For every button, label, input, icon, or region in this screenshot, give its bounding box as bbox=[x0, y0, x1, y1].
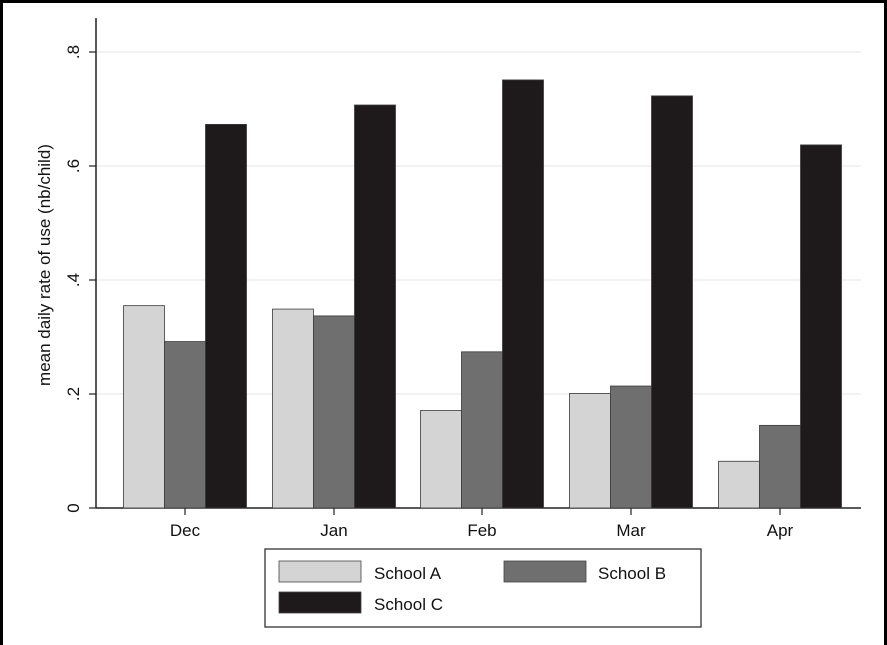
bar-school-c-apr bbox=[800, 144, 842, 509]
x-tick-label: Mar bbox=[616, 521, 646, 540]
y-tick-label: 0 bbox=[64, 503, 83, 512]
x-tick-label: Jan bbox=[320, 521, 347, 540]
bar-school-a-jan bbox=[272, 308, 314, 509]
y-tick-label: .8 bbox=[64, 45, 83, 59]
x-tick-label: Feb bbox=[467, 521, 496, 540]
bar-school-b-jan bbox=[313, 315, 355, 509]
bar-school-c-feb bbox=[502, 79, 544, 509]
bars bbox=[123, 79, 842, 509]
legend-swatch-school-c bbox=[278, 591, 362, 614]
legend: School A School B School C bbox=[264, 548, 702, 628]
bar-school-a-mar bbox=[569, 393, 611, 509]
y-axis-label: mean daily rate of use (nb/child) bbox=[35, 144, 54, 386]
y-tick-label: .2 bbox=[64, 387, 83, 401]
legend-swatch-school-b bbox=[503, 560, 587, 583]
bar-school-c-dec bbox=[205, 123, 247, 509]
legend-label-school-a: School A bbox=[374, 564, 442, 583]
legend-swatch-school-a bbox=[278, 560, 362, 583]
bar-school-a-feb bbox=[420, 410, 462, 509]
x-tick-label: Dec bbox=[170, 521, 201, 540]
y-tick-label: .4 bbox=[64, 273, 83, 287]
bar-school-c-jan bbox=[354, 104, 396, 509]
bar-school-b-apr bbox=[759, 424, 801, 509]
y-ticks: 0 .2 .4 .6 .8 bbox=[64, 45, 96, 513]
x-tick-label: Apr bbox=[767, 521, 794, 540]
bar-school-b-feb bbox=[461, 351, 503, 509]
legend-label-school-b: School B bbox=[598, 564, 666, 583]
y-tick-label: .6 bbox=[64, 159, 83, 173]
bar-school-a-dec bbox=[123, 305, 165, 509]
legend-label-school-c: School C bbox=[374, 595, 443, 614]
bar-school-b-dec bbox=[164, 341, 206, 509]
bar-school-a-apr bbox=[718, 460, 760, 509]
bar-school-c-mar bbox=[651, 95, 693, 509]
x-ticks: Dec Jan Feb Mar Apr bbox=[170, 508, 794, 540]
bar-school-b-mar bbox=[610, 385, 652, 509]
